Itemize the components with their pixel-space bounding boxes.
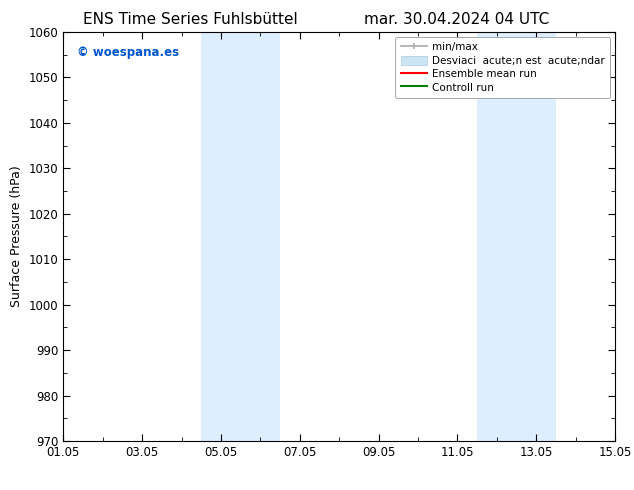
Y-axis label: Surface Pressure (hPa): Surface Pressure (hPa): [10, 166, 23, 307]
Text: ENS Time Series Fuhlsbüttel: ENS Time Series Fuhlsbüttel: [83, 12, 297, 27]
Legend: min/max, Desviaci  acute;n est  acute;ndar, Ensemble mean run, Controll run: min/max, Desviaci acute;n est acute;ndar…: [396, 37, 610, 98]
Bar: [202, 32, 280, 441]
Text: mar. 30.04.2024 04 UTC: mar. 30.04.2024 04 UTC: [364, 12, 549, 27]
Text: © woespana.es: © woespana.es: [77, 46, 179, 59]
Bar: [477, 32, 556, 441]
